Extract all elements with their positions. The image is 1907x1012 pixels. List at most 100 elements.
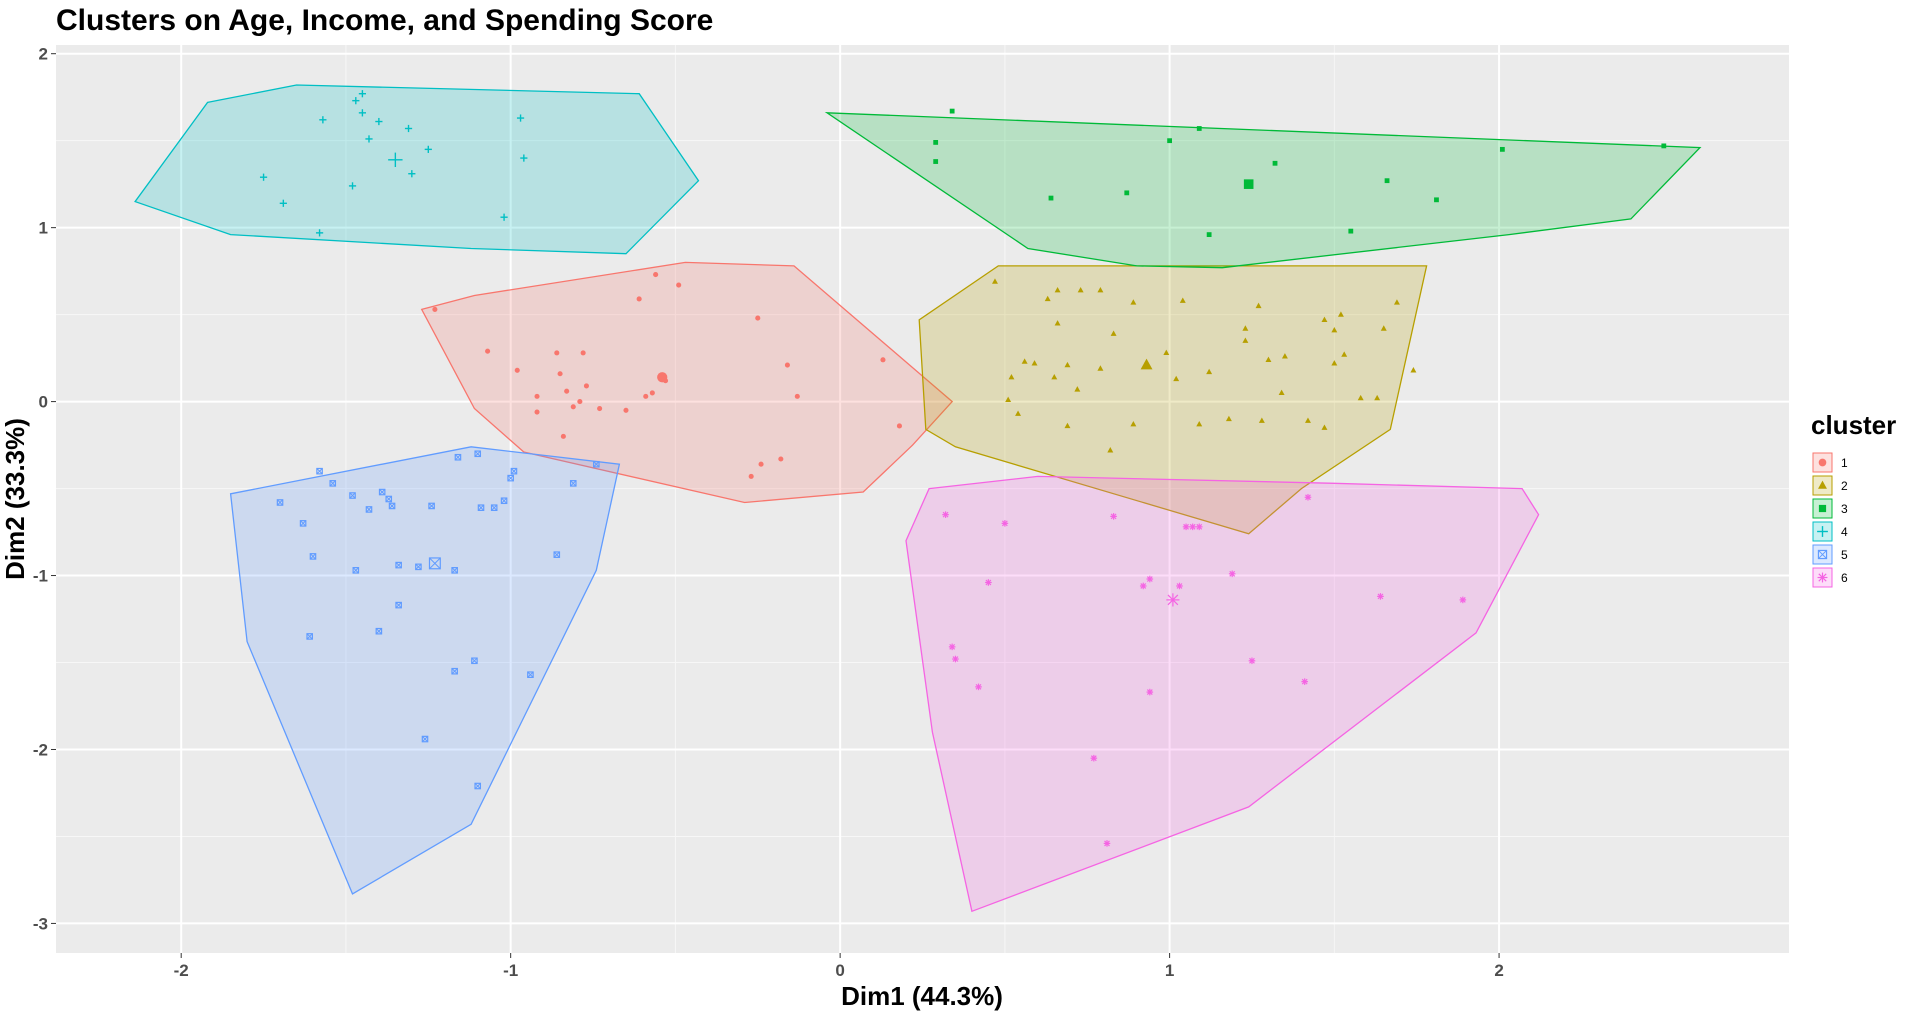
cluster-2-point [1179, 297, 1186, 303]
cluster-2-centroid [1140, 358, 1153, 370]
y-axis-title: Dim2 (33.3%) [0, 418, 30, 580]
cluster-2-point [1077, 287, 1084, 293]
x-axis-title: Dim1 (44.3%) [841, 981, 1003, 1011]
cluster-5-point [329, 480, 337, 487]
cluster-4-point [408, 170, 416, 178]
legend-item-6: 6 [1812, 567, 1848, 588]
cluster-4-point [500, 213, 508, 221]
legend-item-1: 1 [1812, 452, 1848, 473]
legend-key-symbol [1818, 480, 1827, 489]
cluster-2-point [1242, 325, 1249, 331]
cluster-6-hull [905, 475, 1540, 913]
cluster-2-point [1278, 389, 1285, 396]
cluster-3-point [949, 108, 955, 114]
cluster-1-point [794, 393, 800, 399]
cluster-6-point [952, 655, 959, 663]
cluster-5-point [593, 460, 600, 468]
cluster-2-point [1074, 386, 1081, 392]
legend-key-symbol [1817, 526, 1828, 537]
cluster-2-point [992, 278, 998, 284]
cluster-1-point [896, 423, 902, 429]
cluster-2-point [1321, 316, 1328, 322]
cluster-1-point [755, 315, 761, 321]
cluster-5-point [276, 499, 284, 506]
cluster-3-point [1124, 190, 1130, 196]
cluster-5-point [375, 627, 383, 635]
cluster-2-hull [918, 265, 1428, 535]
y-tick-label: -3 [33, 914, 48, 933]
cluster-1-point [534, 409, 540, 415]
cluster-4-point [348, 182, 357, 190]
cluster-2-point [1410, 367, 1417, 373]
cluster-2-point [1173, 375, 1180, 382]
cluster-4-point [259, 173, 268, 181]
cluster-5-point [553, 551, 561, 558]
y-tick-label: 0 [39, 393, 48, 412]
y-tick-label: -2 [33, 740, 48, 759]
cluster-1-point [784, 362, 790, 368]
cluster-1-point [564, 388, 570, 394]
cluster-2-point [1163, 349, 1170, 356]
cluster-5-point [378, 488, 386, 496]
cluster-5-point [395, 561, 402, 569]
legend-key-symbol [1818, 504, 1827, 513]
cluster-2-point [1374, 394, 1381, 401]
cluster-2-point [1008, 373, 1015, 380]
cluster-6-point [942, 511, 949, 518]
cluster-2-point [1054, 287, 1061, 293]
cluster-5-point [451, 567, 458, 574]
legend-key-symbol [1818, 458, 1827, 467]
cluster-3-point [1348, 228, 1354, 234]
legend-item-5: 5 [1812, 544, 1848, 565]
cluster-5-point [471, 657, 478, 665]
cluster-3-point [1272, 160, 1278, 166]
cluster-1-point [748, 473, 754, 479]
cluster-2-point [1265, 356, 1272, 363]
legend-label: 5 [1841, 548, 1848, 562]
cluster-1-centroid [657, 372, 668, 383]
cluster-1-point [570, 404, 576, 410]
cluster-1-point [554, 350, 560, 356]
cluster-1-point [636, 296, 642, 302]
legend-label: 2 [1841, 479, 1848, 493]
cluster-6-point [1110, 513, 1117, 520]
y-tick-label: -1 [33, 567, 48, 586]
cluster-1-point [597, 405, 603, 412]
legend: cluster 1 2 3 4 5 6 [1811, 410, 1896, 588]
legend-label: 1 [1841, 456, 1848, 470]
y-tick-label: 1 [39, 219, 48, 238]
cluster-6-point [1248, 657, 1256, 665]
cluster-6-point [1146, 575, 1154, 583]
x-tick-label: -1 [503, 961, 518, 980]
cluster-5-point [385, 495, 393, 503]
cluster-2-point [1064, 422, 1071, 429]
cluster-2-point [1044, 295, 1051, 302]
legend-items: 1 2 3 4 5 6 [1812, 452, 1848, 588]
cluster-4-point [358, 90, 367, 98]
x-tick-label: 1 [1165, 961, 1174, 980]
cluster-5-point [474, 782, 482, 790]
cluster-5-centroid [428, 557, 441, 570]
cluster-5-point [316, 467, 323, 475]
cluster-6-point [1195, 523, 1203, 531]
cluster-5-hull [229, 446, 621, 895]
y-axis-ticks: 2 1 0 -1 -2 -3 [33, 45, 56, 933]
cluster-5-point [474, 450, 482, 458]
cluster-4-point [404, 124, 413, 133]
cluster-1-point [649, 390, 655, 396]
cluster-5-point [395, 601, 402, 609]
cluster-1-point [560, 433, 566, 439]
cluster-2-point [1255, 302, 1262, 309]
cluster-4-point [520, 154, 528, 162]
cluster-1-point [880, 357, 886, 363]
cluster-6-point [1001, 520, 1009, 527]
cluster-6-point [1189, 523, 1196, 531]
cluster-2-point [1015, 410, 1022, 416]
legend-label: 4 [1841, 525, 1848, 539]
cluster-6-point [948, 643, 956, 651]
cluster-points [259, 90, 1667, 847]
cluster-3-point [933, 159, 939, 164]
cluster-3-point [1434, 197, 1439, 203]
